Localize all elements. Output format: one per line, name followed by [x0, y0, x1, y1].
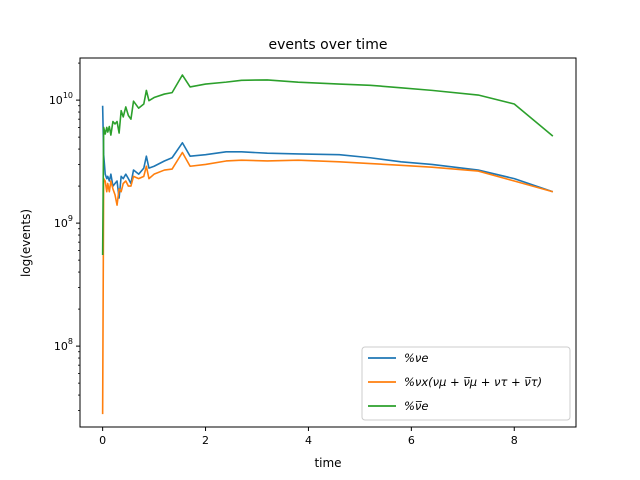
- legend-box: [361, 346, 571, 421]
- y-axis: 108 109 1010: [49, 62, 80, 411]
- legend-label-2: %νx(νμ + ν̅μ + ντ + ν̅τ): [404, 375, 542, 389]
- y-tick-label: 109: [54, 214, 73, 230]
- x-tick-label: 0: [99, 434, 106, 447]
- x-axis: 0 2 4 6 8: [99, 427, 518, 447]
- series-line-1: [101, 105, 554, 199]
- series-line-3: [101, 74, 554, 256]
- chart-title: events over time: [269, 37, 388, 53]
- x-tick-label: 4: [305, 434, 312, 447]
- x-axis-title: time: [314, 456, 341, 470]
- y-tick-label: 1010: [49, 91, 73, 107]
- x-tick-label: 8: [511, 434, 518, 447]
- x-tick-label: 6: [408, 434, 415, 447]
- legend-label-1: %νe: [404, 351, 428, 365]
- legend: %νe %νx(νμ + ν̅μ + ντ + ν̅τ) %ν̅e: [361, 346, 571, 421]
- series-line-2: [101, 151, 554, 415]
- x-tick-label: 2: [202, 434, 209, 447]
- legend-label-3: %ν̅e: [404, 399, 428, 413]
- y-axis-title: log(events): [19, 209, 33, 277]
- y-tick-label: 108: [54, 337, 73, 353]
